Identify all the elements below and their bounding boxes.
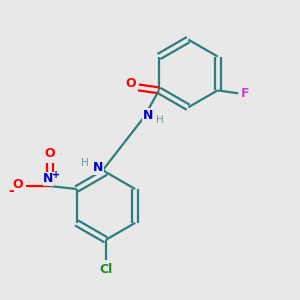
Text: N: N [92, 161, 103, 174]
Text: H: H [82, 158, 89, 167]
Text: O: O [12, 178, 23, 191]
Text: +: + [52, 170, 61, 180]
Text: N: N [43, 172, 54, 185]
Text: Cl: Cl [99, 263, 112, 276]
Text: N: N [143, 109, 153, 122]
Text: O: O [126, 77, 136, 90]
Text: H: H [156, 115, 164, 125]
Text: -: - [8, 184, 14, 198]
Text: O: O [45, 147, 55, 160]
Text: F: F [240, 87, 249, 100]
